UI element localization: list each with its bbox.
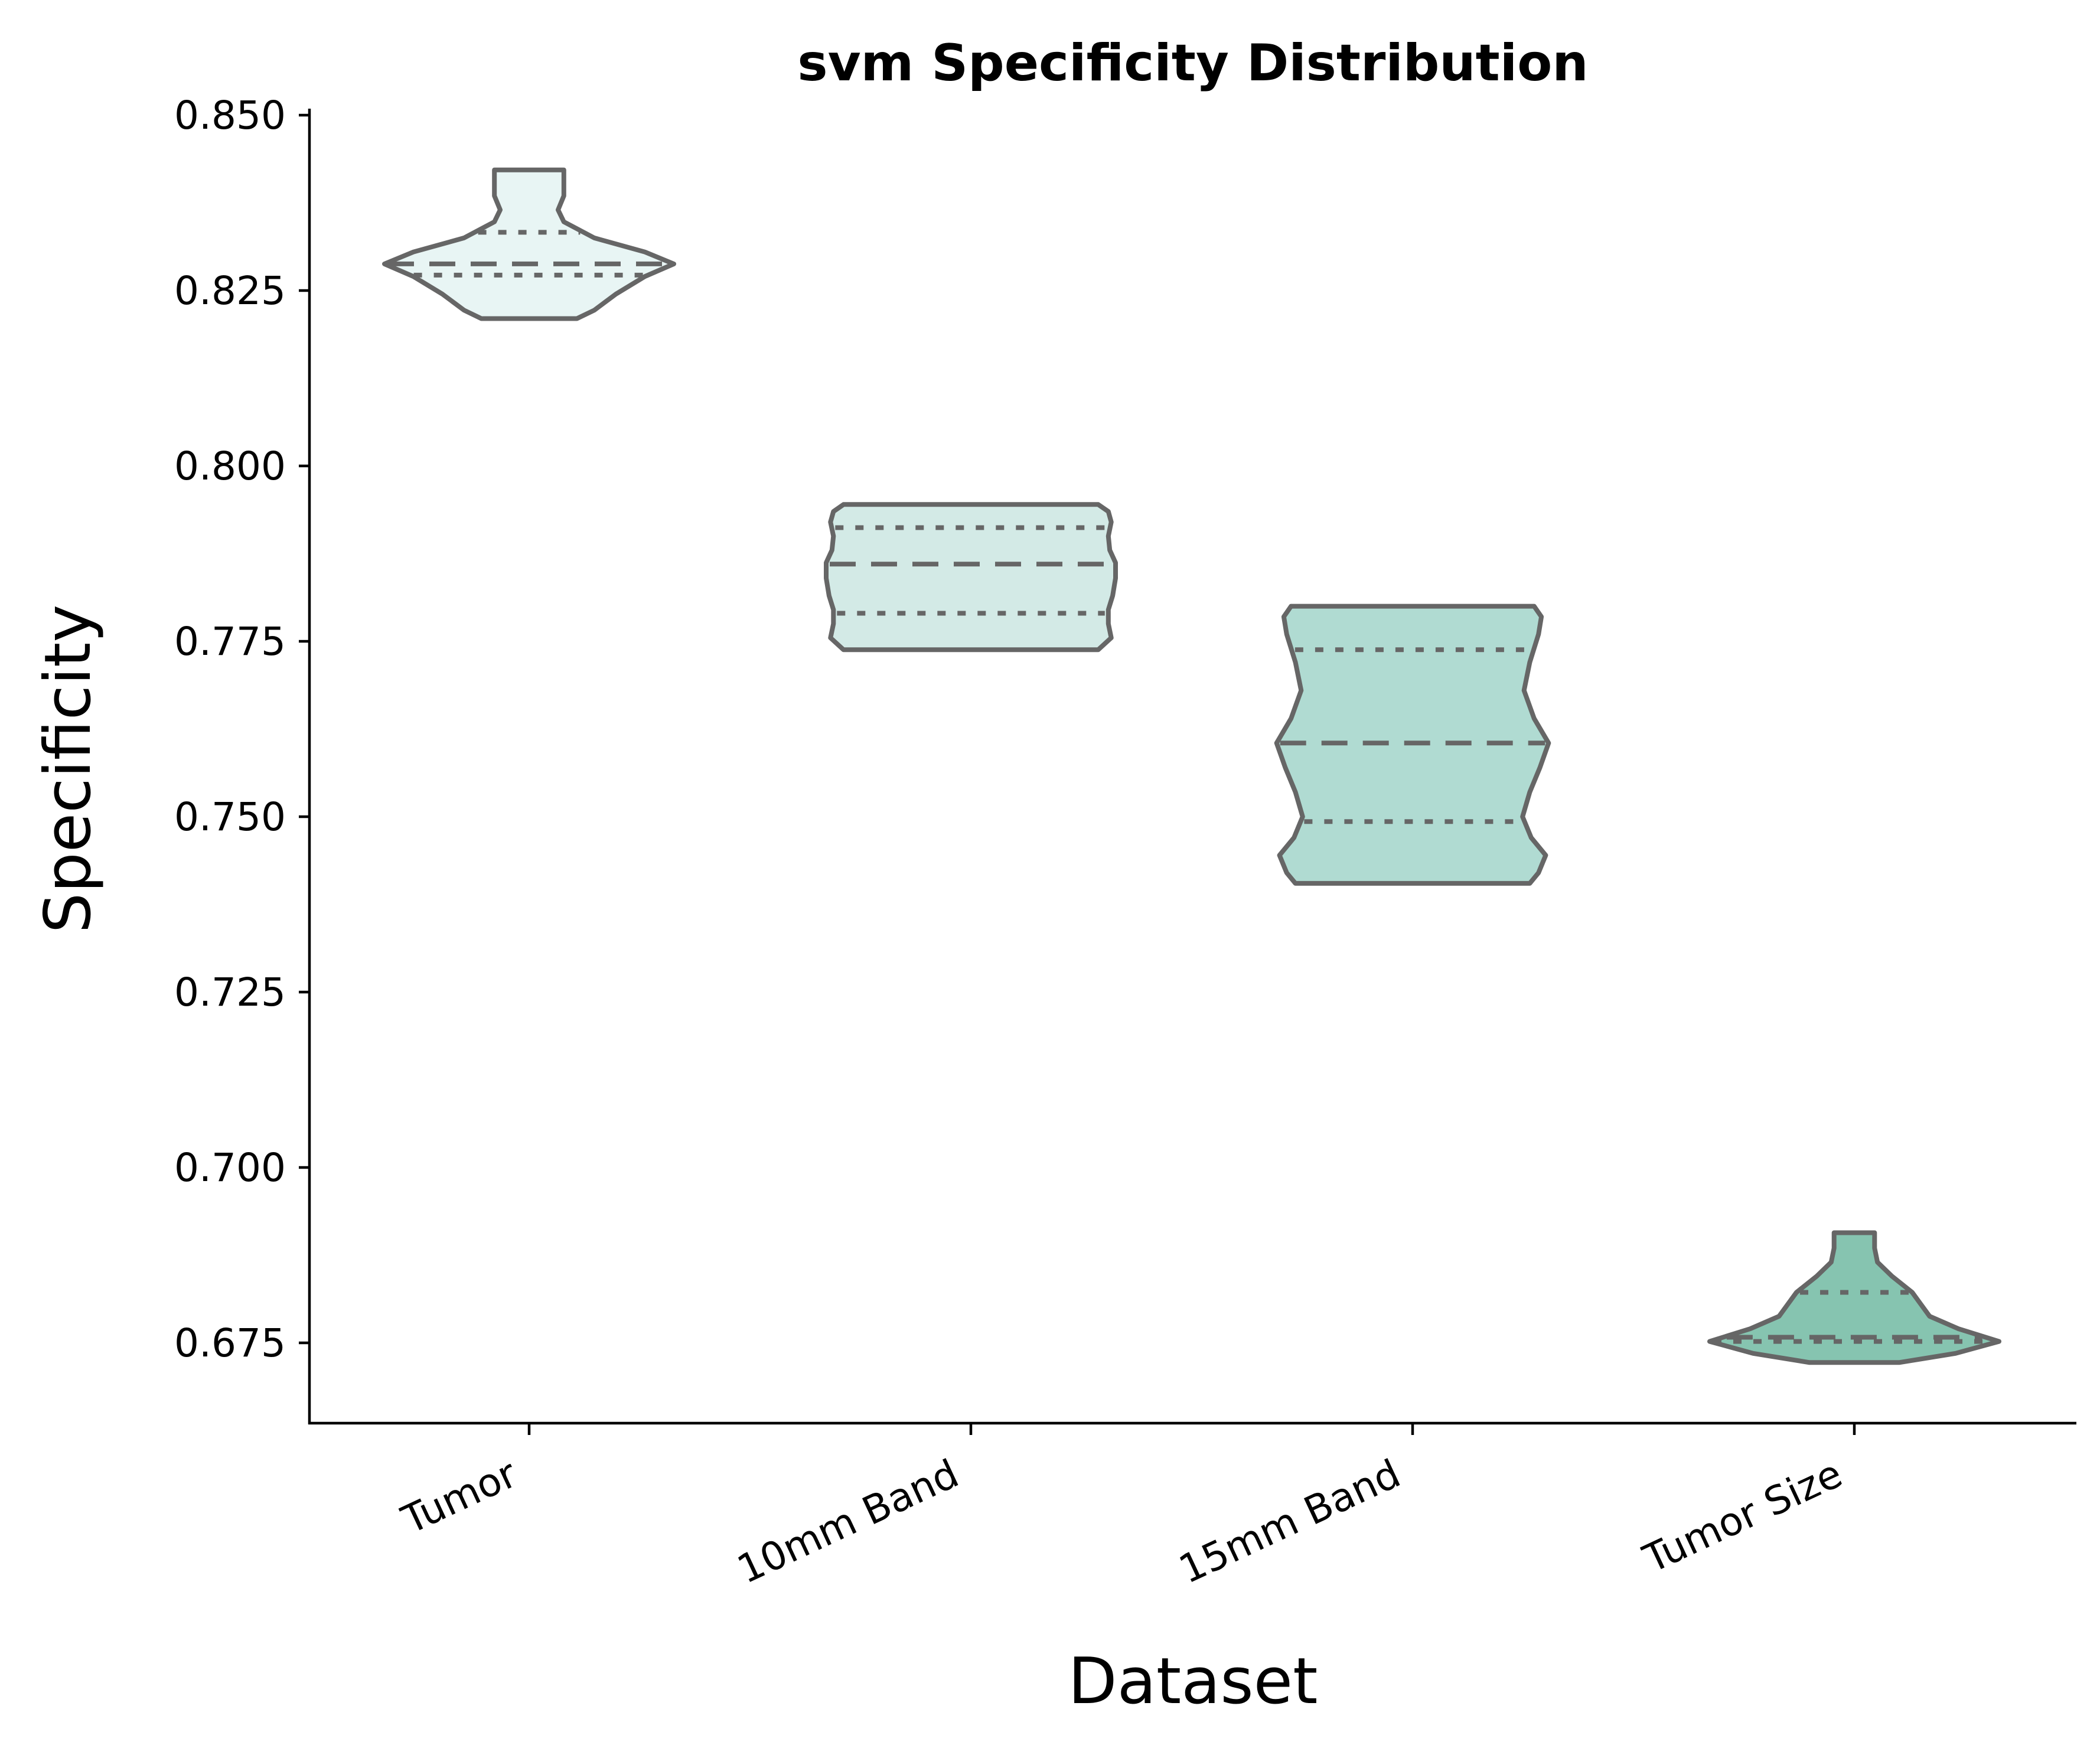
x-axis-label: Dataset bbox=[1068, 1645, 1318, 1718]
x-tick-label: Tumor bbox=[394, 1450, 524, 1543]
x-axis-ticks: Tumor 10mm Band 15mm Band Tumor Size bbox=[394, 1423, 1856, 1593]
x-tick-label: 15mm Band bbox=[1172, 1451, 1407, 1593]
y-tick-label: 0.800 bbox=[174, 443, 286, 489]
y-tick-label: 0.850 bbox=[174, 93, 286, 138]
y-tick-label: 0.725 bbox=[174, 970, 286, 1015]
y-tick-label: 0.700 bbox=[174, 1145, 286, 1190]
y-tick-label: 0.750 bbox=[174, 794, 286, 840]
y-axis-ticks: 0.675 0.700 0.725 0.750 0.775 0.800 0.825 0.850 bbox=[174, 93, 309, 1366]
violin-10mm-band bbox=[824, 502, 1118, 653]
x-tick-label: 10mm Band bbox=[731, 1451, 966, 1593]
chart-title: svm Specificity Distribution bbox=[797, 34, 1588, 93]
y-tick-label: 0.775 bbox=[174, 619, 286, 664]
violin-tumor bbox=[382, 167, 676, 321]
y-tick-label: 0.675 bbox=[174, 1320, 286, 1366]
y-axis-label: Specificity bbox=[31, 605, 105, 934]
plot-area bbox=[382, 167, 2001, 1365]
y-tick-label: 0.825 bbox=[174, 268, 286, 314]
x-tick-label: Tumor Size bbox=[1636, 1451, 1849, 1583]
violin-tumor-size bbox=[1707, 1230, 2001, 1365]
